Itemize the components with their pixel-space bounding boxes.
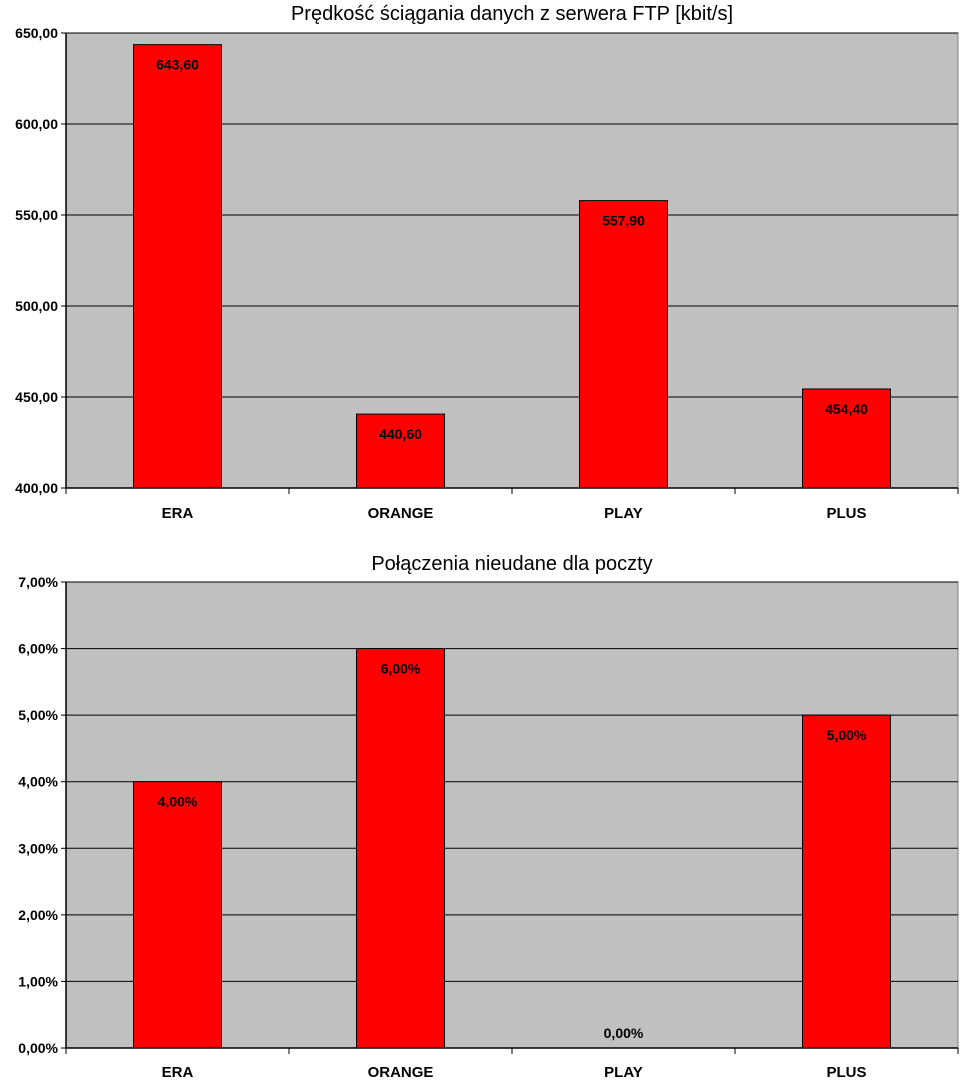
data-label: 643,60	[156, 57, 199, 73]
data-label: 5,00%	[827, 727, 867, 743]
chart-title: Połączenia nieudane dla poczty	[371, 553, 652, 575]
chart-title: Prędkość ściągania danych z serwera FTP …	[291, 3, 733, 25]
bar-play	[579, 200, 668, 489]
data-label: 6,00%	[381, 661, 421, 677]
x-tick-label: ERA	[162, 1064, 194, 1081]
data-label: 454,40	[825, 401, 868, 417]
y-tick-label: 600,00	[15, 116, 58, 132]
y-tick-label: 5,00%	[18, 707, 58, 723]
data-label: 0,00%	[604, 1025, 644, 1041]
chart-2: Połączenia nieudane dla poczty 0,00% 1,00%…	[18, 553, 959, 1081]
y-tick-label: 7,00%	[18, 574, 58, 590]
x-tick-label: PLAY	[604, 1064, 643, 1081]
y-tick-label: 550,00	[15, 207, 58, 223]
x-tick-label: PLUS	[826, 505, 866, 522]
data-label: 557,90	[602, 213, 645, 229]
x-tick-label: ORANGE	[368, 505, 434, 522]
y-tick-label: 650,00	[15, 25, 58, 41]
y-tick-label: 500,00	[15, 298, 58, 314]
x-tick-label: ORANGE	[368, 1064, 434, 1081]
y-tick-label: 4,00%	[18, 774, 58, 790]
y-tick-label: 3,00%	[18, 840, 58, 856]
bar-plus	[802, 388, 891, 489]
y-tick-label: 400,00	[15, 480, 58, 496]
y-tick-label: 6,00%	[18, 641, 58, 657]
data-label: 4,00%	[158, 794, 198, 810]
y-tick-label: 0,00%	[18, 1040, 58, 1056]
y-tick-label: 1,00%	[18, 973, 58, 989]
data-label: 440,60	[379, 426, 422, 442]
x-tick-label: PLUS	[826, 1064, 866, 1081]
bar-era	[133, 44, 222, 489]
bar-orange	[356, 413, 445, 489]
y-tick-label: 2,00%	[18, 907, 58, 923]
chart-1: Prędkość ściągania danych z serwera FTP …	[15, 3, 959, 522]
x-tick-label: ERA	[162, 505, 194, 522]
bar-orange	[356, 648, 445, 1049]
bar-plus	[802, 714, 891, 1049]
y-tick-label: 450,00	[15, 389, 58, 405]
x-tick-label: PLAY	[604, 505, 643, 522]
bar-era	[133, 781, 222, 1049]
